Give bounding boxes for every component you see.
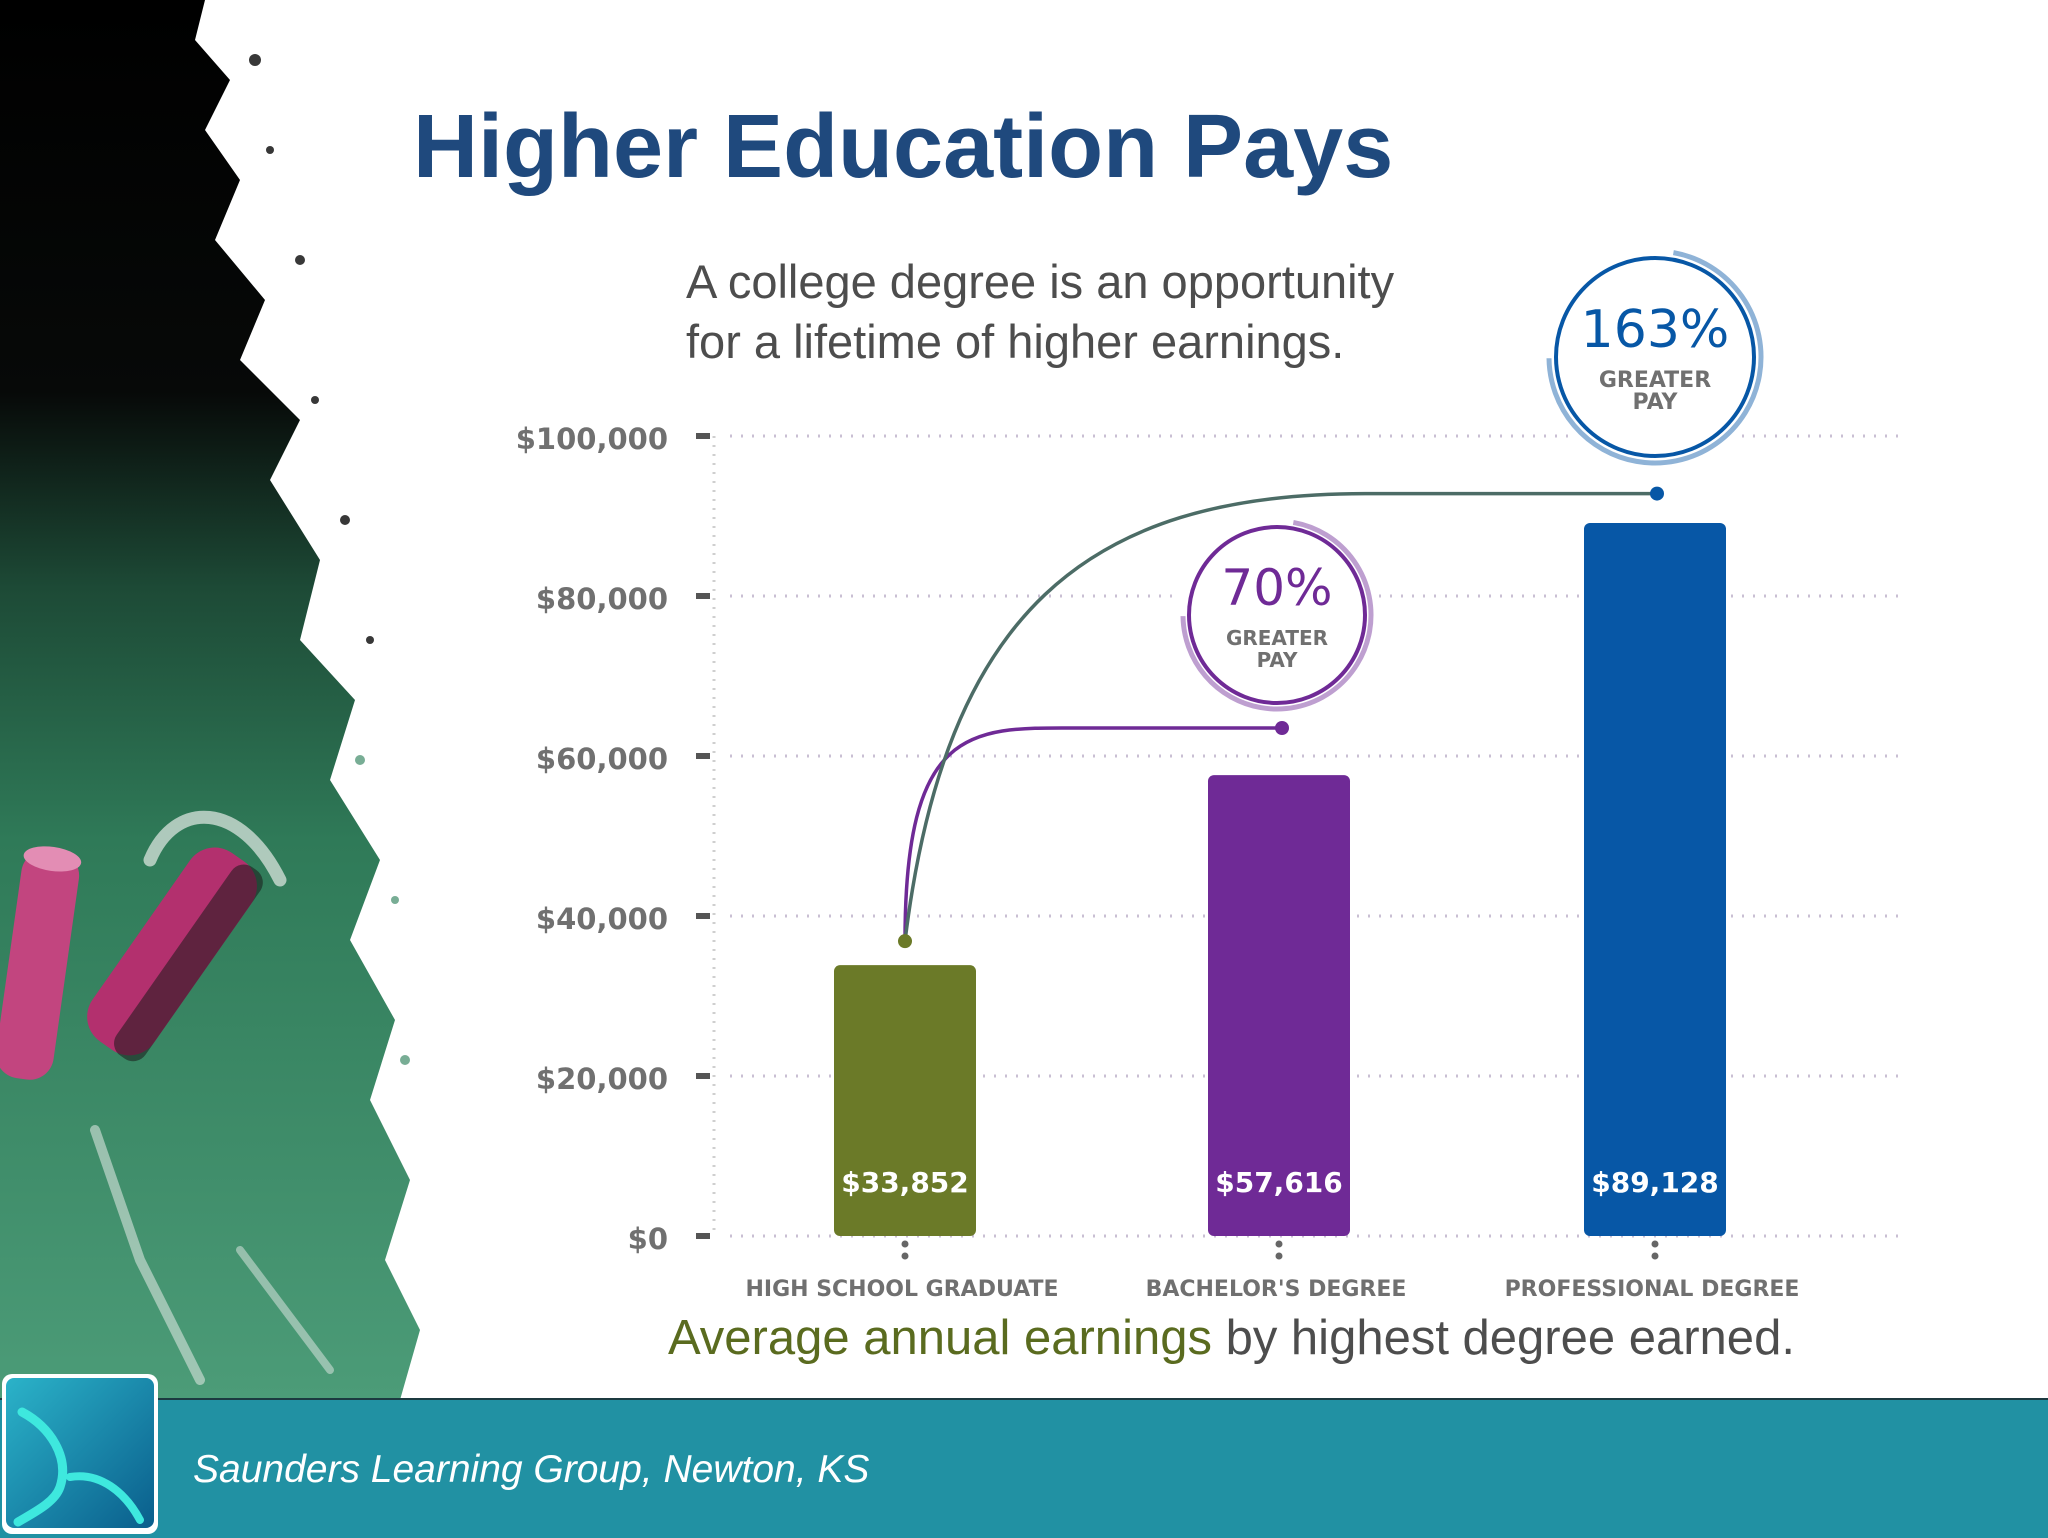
connector-line-bachelors bbox=[903, 726, 1282, 942]
bar-value-label: $57,616 bbox=[1215, 1166, 1343, 1199]
badge-label-line2: PAY bbox=[1257, 648, 1298, 672]
y-tick-marker bbox=[696, 433, 710, 439]
y-tick-marker bbox=[696, 913, 710, 919]
y-tick-label: $0 bbox=[628, 1222, 668, 1256]
bar bbox=[1208, 775, 1350, 1236]
x-tick-label: BACHELOR'S DEGREE bbox=[1146, 1277, 1407, 1302]
x-tick-marker bbox=[1275, 1240, 1283, 1248]
y-tick-label: $40,000 bbox=[536, 902, 668, 936]
badge-ring bbox=[1187, 525, 1367, 705]
slide-title: Higher Education Pays bbox=[413, 97, 1394, 197]
x-tick-marker bbox=[1651, 1252, 1659, 1260]
slide-subtitle: A college degree is an opportunity for a… bbox=[686, 252, 1394, 372]
earnings-bar-chart: $0 $20,000 $40,000 $60,000 $80,000 $100,000 $3… bbox=[515, 244, 1900, 1302]
y-tick-marker bbox=[696, 593, 710, 599]
connector-line-professional bbox=[903, 491, 1657, 942]
y-tick-label: $100,000 bbox=[516, 422, 668, 456]
badge-label-line1: GREATER bbox=[1599, 368, 1711, 393]
x-tick-marker bbox=[1275, 1252, 1283, 1260]
x-tick-label: HIGH SCHOOL GRADUATE bbox=[745, 1277, 1058, 1302]
x-tick-marker bbox=[1651, 1240, 1659, 1248]
y-tick-label: $80,000 bbox=[536, 582, 668, 616]
y-tick-marker bbox=[696, 1073, 710, 1079]
badge-ring bbox=[1554, 256, 1756, 458]
chalkboard-image bbox=[0, 0, 420, 1400]
y-tick-label: $60,000 bbox=[536, 742, 668, 776]
connector-end-dot bbox=[1275, 721, 1289, 735]
y-tick-marker bbox=[696, 1233, 710, 1239]
chart-caption: Average annual earnings by highest degre… bbox=[668, 1310, 1795, 1366]
badge-outer-arc bbox=[1546, 248, 1764, 466]
connector-start-dot bbox=[898, 934, 912, 949]
y-tick-label: $20,000 bbox=[536, 1062, 668, 1096]
footer-bar bbox=[0, 1398, 2048, 1538]
x-tick-label: PROFESSIONAL DEGREE bbox=[1505, 1277, 1800, 1302]
badge-background bbox=[1542, 244, 1768, 470]
caption-highlight: Average annual earnings bbox=[668, 1311, 1212, 1365]
company-logo bbox=[2, 1374, 158, 1534]
subtitle-line-2: for a lifetime of higher earnings. bbox=[686, 315, 1345, 368]
badge-label-line1: GREATER bbox=[1226, 626, 1328, 650]
bar-value-label: $89,128 bbox=[1591, 1166, 1719, 1199]
caption-rest: by highest degree earned. bbox=[1211, 1311, 1795, 1365]
bar-value-label: $33,852 bbox=[841, 1166, 969, 1199]
connector-end-dot bbox=[1650, 486, 1664, 501]
badge-percent: 70% bbox=[1221, 559, 1332, 617]
x-tick-marker bbox=[901, 1240, 909, 1248]
badge-percent: 163% bbox=[1581, 300, 1730, 360]
x-tick-marker bbox=[901, 1252, 909, 1260]
footer-text: Saunders Learning Group, Newton, KS bbox=[193, 1448, 870, 1491]
badge-background bbox=[1175, 513, 1379, 717]
badge-label-line2: PAY bbox=[1633, 390, 1679, 415]
bar bbox=[1584, 522, 1726, 1236]
y-tick-marker bbox=[696, 753, 710, 759]
subtitle-line-1: A college degree is an opportunity bbox=[686, 255, 1395, 308]
bar bbox=[834, 965, 976, 1236]
